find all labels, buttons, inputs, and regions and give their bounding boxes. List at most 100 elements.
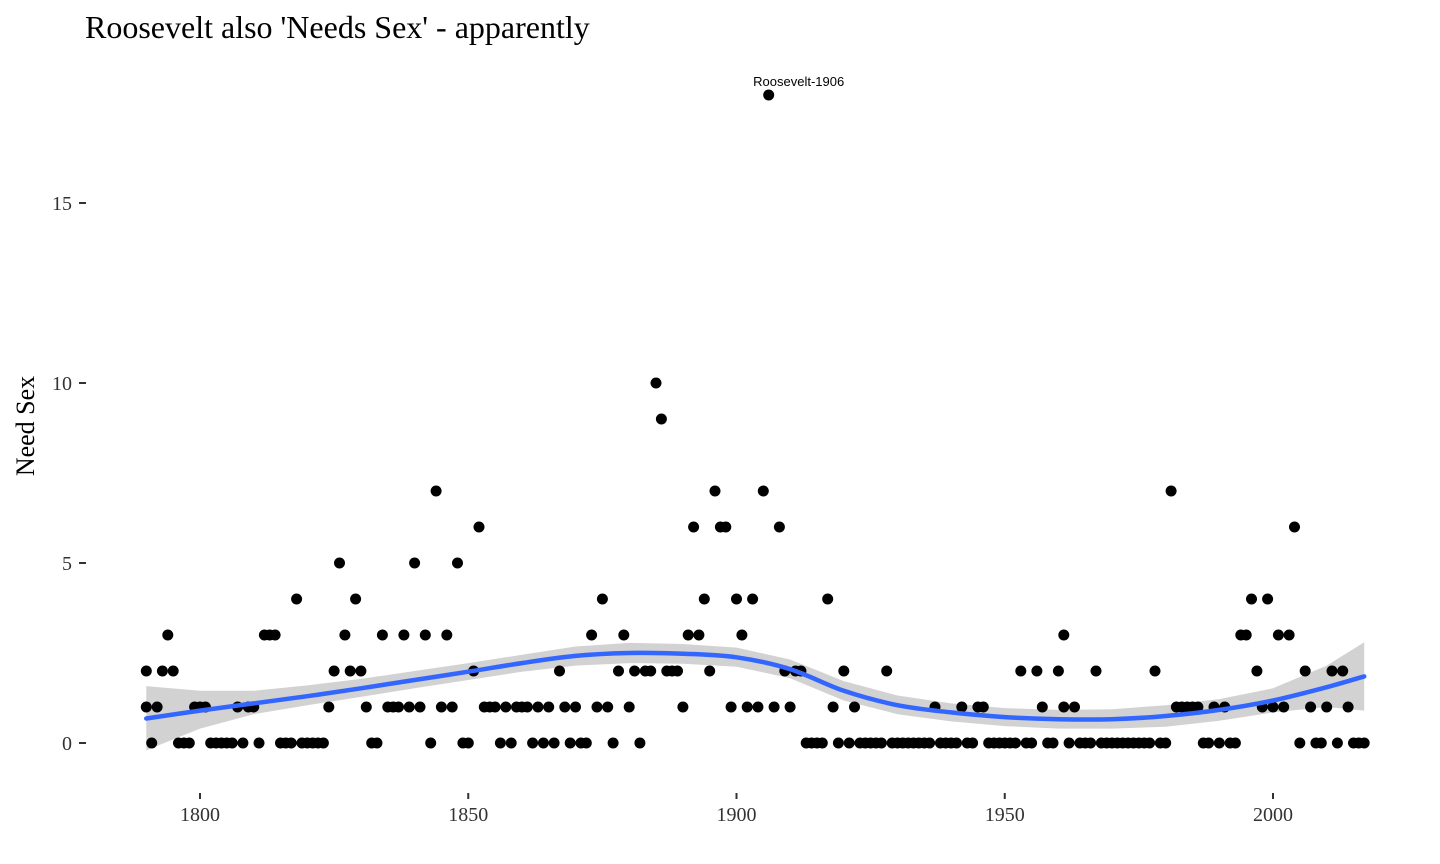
data-point xyxy=(607,737,619,749)
data-point xyxy=(140,665,152,677)
data-point xyxy=(655,413,667,425)
data-point xyxy=(425,737,437,749)
data-point xyxy=(1058,629,1070,641)
data-point xyxy=(430,485,442,497)
data-point xyxy=(1213,737,1225,749)
data-point xyxy=(591,701,603,713)
data-point xyxy=(816,737,828,749)
data-point xyxy=(688,521,700,533)
data-point xyxy=(554,665,565,677)
data-point xyxy=(768,701,780,713)
data-point xyxy=(1085,737,1097,749)
data-point xyxy=(527,737,539,749)
data-point xyxy=(317,737,329,749)
data-point xyxy=(151,701,163,713)
data-point xyxy=(924,737,936,749)
data-point xyxy=(580,737,592,749)
data-point xyxy=(720,521,732,533)
data-point xyxy=(1036,701,1048,713)
data-point xyxy=(682,629,694,641)
data-point xyxy=(838,665,850,677)
data-point xyxy=(226,737,238,749)
data-point xyxy=(537,737,549,749)
data-point xyxy=(1240,629,1252,641)
data-point xyxy=(741,701,753,713)
data-point xyxy=(564,737,576,749)
data-point xyxy=(334,557,345,569)
data-point xyxy=(629,665,641,677)
data-point xyxy=(419,629,431,641)
data-point xyxy=(1337,665,1349,677)
data-point xyxy=(1063,737,1075,749)
data-point xyxy=(269,629,281,641)
data-point xyxy=(645,665,657,677)
data-point xyxy=(1272,629,1284,641)
y-tick-label: 10 xyxy=(52,373,72,395)
data-point xyxy=(698,593,710,605)
data-point xyxy=(156,665,168,677)
data-point xyxy=(757,485,769,497)
data-point xyxy=(736,629,748,641)
data-point xyxy=(1090,665,1102,677)
data-point xyxy=(409,557,421,569)
x-tick-label: 1950 xyxy=(985,804,1025,826)
data-point xyxy=(1251,665,1263,677)
data-point xyxy=(784,701,796,713)
data-point xyxy=(725,701,737,713)
data-point xyxy=(462,737,474,749)
data-point xyxy=(183,737,195,749)
data-point xyxy=(1331,737,1343,749)
data-point xyxy=(1315,737,1327,749)
data-point xyxy=(1010,737,1021,749)
data-point xyxy=(548,737,560,749)
data-point xyxy=(237,737,249,749)
data-point xyxy=(393,701,404,713)
data-point xyxy=(677,701,689,713)
smooth-line xyxy=(144,650,1367,722)
data-point xyxy=(1342,701,1354,713)
data-point xyxy=(843,737,855,749)
x-tick-label: 1900 xyxy=(717,804,757,826)
data-point xyxy=(1358,737,1370,749)
smooth-line-layer xyxy=(144,650,1367,722)
data-point xyxy=(956,701,968,713)
data-point xyxy=(543,701,555,713)
y-tick-label: 15 xyxy=(52,193,72,215)
data-point xyxy=(1149,665,1161,677)
data-point xyxy=(473,521,485,533)
data-point xyxy=(285,737,297,749)
data-point xyxy=(1069,701,1080,713)
data-point xyxy=(570,701,581,713)
data-point xyxy=(532,701,544,713)
data-point xyxy=(1289,521,1300,533)
data-point xyxy=(350,593,362,605)
data-point xyxy=(414,701,426,713)
data-point xyxy=(344,665,356,677)
data-point xyxy=(1144,737,1156,749)
x-tick-label: 2000 xyxy=(1253,804,1293,826)
data-point xyxy=(672,665,683,677)
data-point xyxy=(1246,593,1257,605)
data-point xyxy=(1165,485,1177,497)
data-point xyxy=(1052,665,1064,677)
data-point xyxy=(521,701,533,713)
data-point xyxy=(1299,665,1311,677)
data-point xyxy=(140,701,152,713)
chart-title: Roosevelt also 'Needs Sex' - apparently xyxy=(85,9,590,45)
data-point xyxy=(822,593,834,605)
data-point xyxy=(167,665,179,677)
data-point xyxy=(446,701,458,713)
data-point xyxy=(376,629,388,641)
data-point xyxy=(494,737,506,749)
data-point xyxy=(763,89,775,101)
data-point xyxy=(403,701,415,713)
data-point xyxy=(1294,737,1306,749)
axes-layer: 0 5 10 15 1800 1850 1900 1950 2000 xyxy=(52,193,1293,826)
data-point xyxy=(339,629,351,641)
data-point xyxy=(435,701,447,713)
data-point xyxy=(1160,737,1172,749)
data-point xyxy=(650,377,662,389)
data-point xyxy=(832,737,844,749)
data-point xyxy=(1047,737,1059,749)
